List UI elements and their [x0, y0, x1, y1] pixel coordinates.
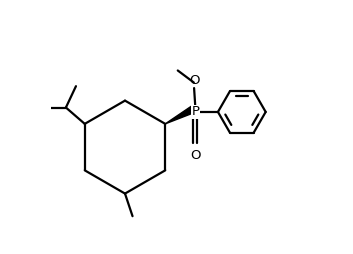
Polygon shape: [165, 106, 195, 124]
Text: O: O: [190, 149, 201, 162]
Text: P: P: [191, 105, 199, 118]
Text: O: O: [189, 74, 199, 87]
